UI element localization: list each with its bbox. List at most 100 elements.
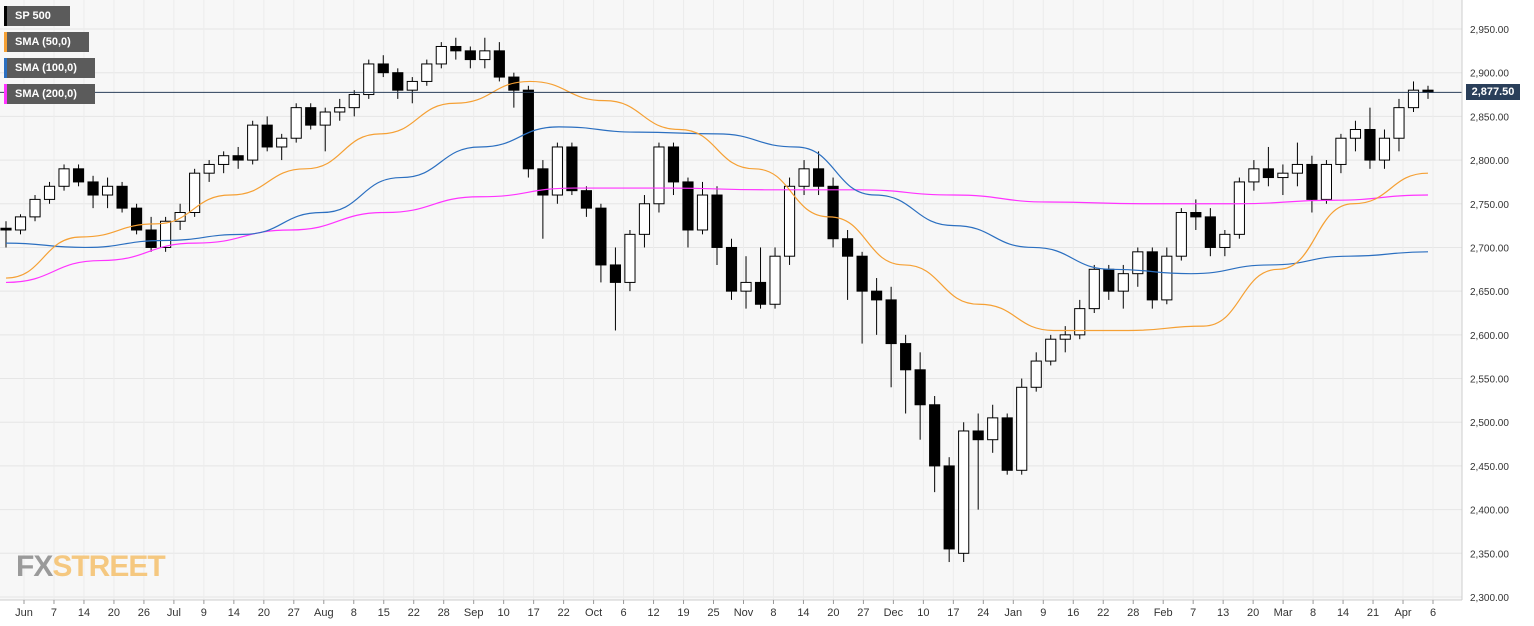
candle	[1277, 164, 1289, 196]
candle	[1393, 98, 1405, 152]
candle-body	[392, 72, 404, 91]
candle	[958, 422, 970, 563]
candle-body	[131, 207, 143, 231]
candle-body	[667, 146, 680, 183]
x-tick-label: Mar	[1274, 607, 1293, 619]
x-tick-label: Feb	[1154, 607, 1173, 619]
x-tick-label: 22	[1097, 607, 1109, 619]
candle-body	[595, 207, 607, 266]
y-tick-label: 2,950.00	[1470, 25, 1509, 36]
candle-body	[1117, 273, 1129, 292]
candle-body	[87, 181, 99, 196]
candle	[1233, 177, 1245, 239]
candle	[1262, 146, 1274, 187]
x-tick-label: 26	[138, 607, 150, 619]
candle	[914, 352, 926, 440]
candle-body	[551, 146, 563, 196]
candle	[435, 42, 447, 69]
x-tick-label: 8	[770, 607, 776, 619]
candle-body	[609, 264, 622, 283]
last-price-tag: 2,877.50	[1466, 84, 1520, 101]
candle-body	[972, 430, 984, 441]
candle	[667, 142, 680, 196]
y-tick-label: 2,400.00	[1470, 506, 1509, 517]
x-tick-label: Jan	[1004, 607, 1022, 619]
candle-body	[247, 124, 259, 161]
candle	[1117, 264, 1129, 309]
candle-body	[987, 417, 999, 441]
candle-body	[58, 168, 70, 187]
candle-body	[261, 124, 273, 148]
candle-body	[696, 194, 709, 231]
candle	[769, 247, 781, 309]
candle	[638, 195, 651, 248]
legend-label: SMA (200,0)	[15, 88, 77, 100]
candle	[595, 203, 607, 283]
x-tick-label: 6	[1430, 607, 1436, 619]
candle	[232, 146, 244, 169]
y-tick-label: 2,700.00	[1470, 243, 1509, 254]
candle-body	[29, 198, 41, 218]
candle-body	[1262, 168, 1274, 179]
candle-body	[798, 168, 810, 187]
candle	[1407, 81, 1420, 113]
candle-body	[1219, 233, 1231, 248]
candle-body	[0, 227, 12, 231]
candle	[1248, 160, 1260, 191]
candle-body	[232, 155, 244, 161]
candle	[566, 142, 578, 196]
x-tick-label: 13	[1217, 607, 1229, 619]
legend-item-sma200: SMA (200,0)	[4, 84, 95, 104]
x-tick-label: 17	[528, 607, 540, 619]
candle	[682, 177, 694, 248]
candle	[203, 160, 215, 182]
candle-body	[929, 404, 941, 467]
candle-body	[1320, 163, 1333, 200]
candle-body	[43, 185, 56, 200]
candle	[29, 195, 41, 222]
candle	[1175, 208, 1187, 261]
candle	[1378, 129, 1391, 169]
x-tick-label: Jul	[167, 607, 181, 619]
legend-label: SMA (100,0)	[15, 62, 77, 74]
x-tick-label: 12	[647, 607, 659, 619]
candle	[1364, 107, 1376, 169]
x-tick-label: 14	[797, 607, 809, 619]
candle	[87, 175, 99, 209]
candle	[116, 181, 128, 213]
candle-body	[421, 63, 433, 82]
candle	[131, 203, 143, 235]
candle	[479, 37, 491, 69]
candle	[1320, 160, 1333, 204]
candle	[871, 278, 883, 335]
candle-body	[189, 172, 201, 214]
candle-body	[290, 107, 302, 139]
x-tick-label: 6	[621, 607, 627, 619]
candle-body	[406, 80, 418, 91]
legend-item-sp500: SP 500	[4, 6, 70, 26]
candle	[43, 181, 56, 204]
legend-swatch	[4, 32, 7, 52]
candle	[900, 334, 912, 414]
candle-body	[740, 281, 752, 292]
candle-body	[305, 107, 317, 126]
candle	[1146, 247, 1158, 309]
candle-body	[1074, 308, 1086, 336]
candle	[580, 186, 592, 217]
x-tick-label: 15	[378, 607, 390, 619]
candle	[696, 181, 709, 235]
candle	[1045, 334, 1057, 366]
candle-body	[1306, 163, 1318, 200]
candle	[493, 42, 505, 82]
x-tick-label: 14	[228, 607, 240, 619]
candle	[1001, 413, 1013, 475]
candle	[1335, 133, 1347, 174]
candle-body	[638, 203, 651, 235]
sma200-line	[5, 187, 1429, 284]
candle	[1016, 378, 1028, 475]
candle-body	[1016, 386, 1028, 471]
candle-body	[1132, 251, 1144, 275]
candle	[1204, 208, 1216, 257]
y-tick-label: 2,500.00	[1470, 418, 1509, 429]
